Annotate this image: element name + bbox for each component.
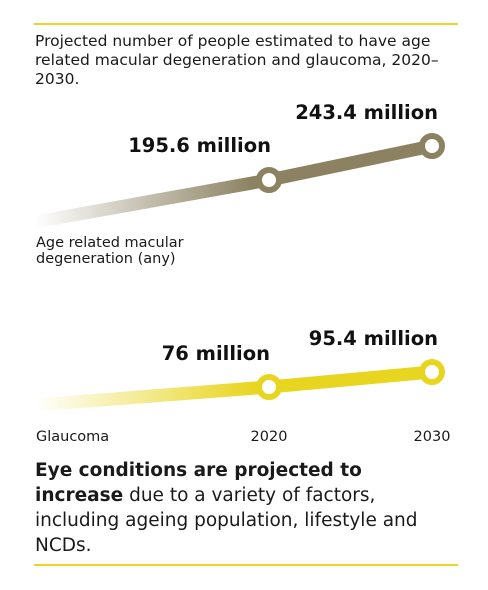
data-point-glaucoma-2020 (256, 374, 282, 400)
bottom-rule (34, 564, 458, 566)
x-tick-2020: 2020 (251, 429, 288, 445)
data-label-glaucoma-2020: 76 million (162, 342, 270, 365)
data-point-amd-2030 (419, 133, 445, 159)
footer-text: Eye conditions are projected to increase… (35, 458, 455, 558)
series-line-amd (28, 139, 439, 229)
footer-bold: Eye conditions are projected to increase (35, 460, 362, 506)
data-point-glaucoma-2030 (419, 359, 445, 385)
series-label-amd-line2: degeneration (any) (36, 251, 176, 267)
chart-subtitle: Projected number of people estimated to … (35, 32, 439, 88)
footer-rest: due to a variety of factors, including a… (35, 485, 418, 556)
series-amd: 195.6 million 243.4 million (28, 101, 445, 229)
data-label-amd-2030: 243.4 million (295, 101, 438, 124)
series-line-glaucoma (28, 365, 439, 412)
data-point-amd-2020 (256, 167, 282, 193)
series-glaucoma: 76 million 95.4 million (28, 327, 445, 412)
series-label-amd-line1: Age related macular (36, 235, 184, 251)
data-label-amd-2020: 195.6 million (128, 134, 271, 157)
data-label-glaucoma-2030: 95.4 million (309, 327, 438, 350)
series-label-glaucoma: Glaucoma (36, 429, 109, 445)
x-tick-2030: 2030 (414, 429, 451, 445)
top-rule (34, 23, 458, 25)
